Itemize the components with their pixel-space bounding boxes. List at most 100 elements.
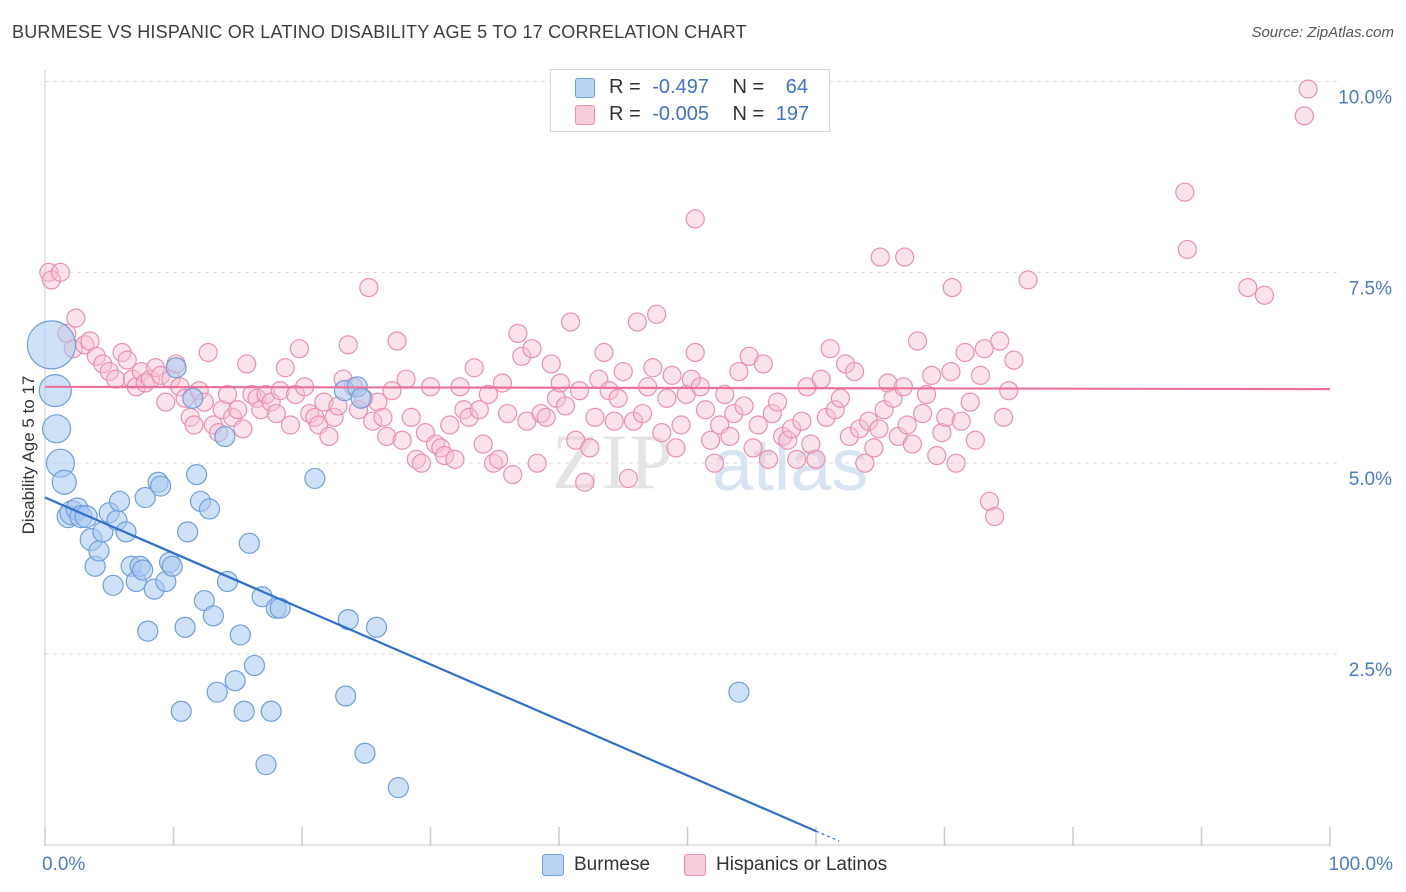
hispanic-point bbox=[363, 411, 383, 431]
axes bbox=[44, 70, 1331, 846]
hispanic-point bbox=[704, 453, 725, 473]
hispanic-point bbox=[999, 381, 1019, 401]
hispanic-point bbox=[825, 400, 845, 420]
burmese-point bbox=[41, 414, 72, 444]
burmese-point bbox=[202, 605, 224, 627]
hispanic-point bbox=[946, 453, 966, 473]
legend-r-value: -0.005 bbox=[652, 103, 709, 125]
hispanic-point bbox=[86, 346, 107, 366]
burmese-point bbox=[108, 490, 131, 512]
hispanic-point bbox=[895, 247, 915, 267]
legend-n-label: N = bbox=[732, 103, 765, 125]
hispanic-point bbox=[811, 369, 831, 389]
hispanic-point bbox=[922, 365, 942, 385]
hispanic-point bbox=[870, 247, 890, 267]
hispanic-point bbox=[960, 392, 980, 412]
hispanic-point bbox=[508, 323, 528, 343]
hispanic-point bbox=[855, 453, 875, 473]
hispanic-point bbox=[39, 262, 59, 282]
hispanic-point bbox=[701, 430, 721, 450]
burmese-point bbox=[350, 387, 372, 409]
hispanic-point bbox=[787, 449, 807, 469]
hispanic-point bbox=[927, 445, 947, 466]
burmese-point bbox=[304, 467, 326, 490]
burmese-point bbox=[238, 532, 260, 554]
hispanic-point bbox=[1177, 239, 1197, 260]
burmese-trend-line bbox=[44, 496, 817, 833]
hispanic-trend-line bbox=[44, 385, 1331, 391]
hispanic-point bbox=[280, 415, 301, 435]
hispanic-point bbox=[594, 342, 614, 363]
hispanic-point bbox=[618, 468, 638, 489]
hispanic-point bbox=[319, 426, 339, 447]
hispanic-point bbox=[753, 354, 773, 374]
burmese-point bbox=[137, 620, 159, 642]
bottom-legend: Burmese Hispanics or Latinos bbox=[0, 852, 1406, 878]
hispanic-point bbox=[541, 354, 561, 374]
hispanic-point bbox=[936, 407, 956, 427]
hispanic-point bbox=[251, 400, 271, 420]
hispanic-point bbox=[66, 308, 86, 328]
legend-r-value: -0.497 bbox=[652, 76, 709, 98]
hispanic-point bbox=[560, 312, 581, 332]
hispanic-point bbox=[715, 384, 735, 405]
burmese-point bbox=[174, 616, 196, 638]
legend-r-label: R = bbox=[609, 76, 641, 98]
hispanic-point bbox=[396, 369, 416, 389]
legend-r-label: R = bbox=[609, 103, 641, 125]
hispanic-point bbox=[830, 388, 851, 408]
y-tick-label: 7.5% bbox=[1349, 278, 1392, 299]
burmese-point bbox=[74, 504, 98, 529]
hispanic-point bbox=[657, 388, 677, 408]
hispanic-point bbox=[411, 453, 432, 473]
burmese-point bbox=[51, 469, 77, 495]
hispanic-point bbox=[758, 449, 779, 469]
hispanic-point bbox=[580, 438, 600, 458]
hispanic-point bbox=[990, 331, 1010, 351]
hispanic-point bbox=[859, 411, 879, 431]
hispanic-point bbox=[907, 331, 928, 351]
hispanic-point bbox=[690, 377, 710, 397]
hispanic-point bbox=[941, 361, 961, 382]
hispanic-point bbox=[994, 407, 1014, 427]
hispanic-point bbox=[1004, 350, 1024, 370]
hispanic-point bbox=[632, 403, 653, 424]
hispanic-point bbox=[387, 331, 407, 351]
burmese-point bbox=[260, 700, 282, 722]
burmese-point bbox=[150, 475, 172, 497]
hispanic-point bbox=[1238, 278, 1258, 298]
hispanic-point bbox=[893, 377, 913, 397]
hispanic-point bbox=[275, 358, 295, 378]
hispanic-point bbox=[647, 304, 667, 324]
burmese-point bbox=[243, 654, 266, 677]
hispanic-point bbox=[781, 419, 802, 439]
burmese-point bbox=[177, 521, 199, 543]
hispanic-point bbox=[459, 407, 479, 427]
hispanic-point bbox=[266, 403, 286, 424]
hispanic-point bbox=[729, 361, 749, 382]
hispanic-point bbox=[406, 449, 426, 469]
hispanic-point bbox=[382, 381, 402, 401]
hispanic-point bbox=[685, 342, 705, 363]
legend-n-value: 64 bbox=[785, 76, 809, 98]
hispanic-point bbox=[913, 403, 933, 424]
legend-text-burmese: R = -0.497 N = 64 bbox=[609, 75, 808, 99]
hispanic-point bbox=[916, 384, 937, 405]
hispanic-point bbox=[550, 373, 570, 393]
hispanic-point bbox=[724, 403, 744, 424]
burmese-point bbox=[186, 464, 208, 486]
hispanic-point bbox=[469, 400, 489, 420]
hispanic-point bbox=[652, 423, 672, 443]
burmese-point bbox=[198, 498, 221, 520]
bottom-legend-label-hispanic: Hispanics or Latinos bbox=[716, 854, 888, 875]
hispanic-point bbox=[464, 358, 484, 378]
hispanic-point bbox=[440, 415, 460, 435]
burmese-point bbox=[387, 776, 409, 799]
hispanic-point bbox=[955, 342, 975, 363]
hispanic-point bbox=[156, 392, 176, 412]
correlation-legend: R = -0.497 N = 64 R = -0.005 N = 197 bbox=[550, 69, 830, 132]
hispanic-points bbox=[39, 79, 1318, 527]
hispanic-point bbox=[974, 339, 994, 359]
burmese-point bbox=[88, 540, 110, 562]
hispanic-point bbox=[685, 209, 705, 229]
